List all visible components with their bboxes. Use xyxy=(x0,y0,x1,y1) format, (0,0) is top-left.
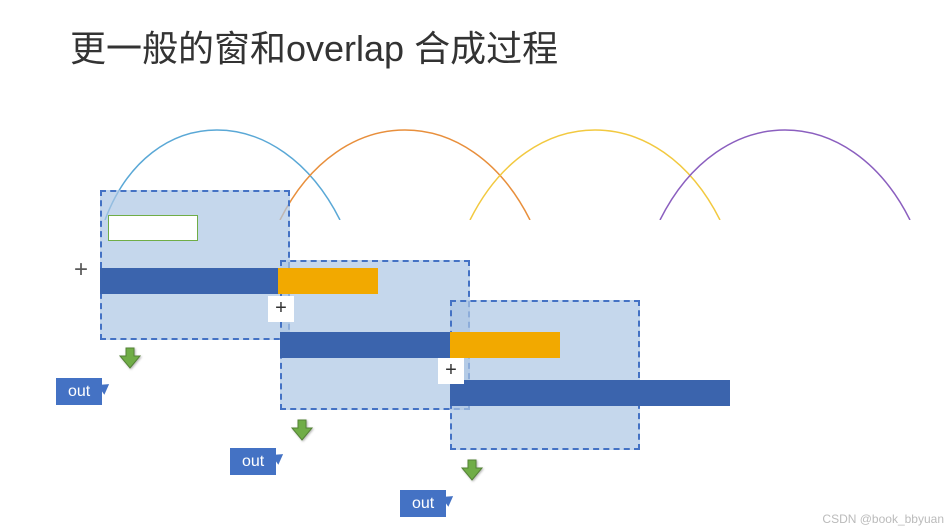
frame-box xyxy=(450,300,640,450)
down-arrow-icon xyxy=(460,458,484,482)
out-callout: out xyxy=(400,490,446,517)
segment-bar xyxy=(450,380,730,406)
plus-box: + xyxy=(268,296,294,322)
plus-box: + xyxy=(438,358,464,384)
window-curves xyxy=(0,0,950,220)
segment-bar xyxy=(278,268,378,294)
window-curve xyxy=(660,130,910,220)
plus-symbol: + xyxy=(74,256,88,284)
out-callout: out xyxy=(230,448,276,475)
window-curve xyxy=(470,130,720,220)
frame-box xyxy=(100,190,290,340)
small-output-rect xyxy=(108,215,198,241)
out-callout: out xyxy=(56,378,102,405)
window-curve xyxy=(280,130,530,220)
down-arrow-icon xyxy=(118,346,142,370)
down-arrow-icon xyxy=(290,418,314,442)
watermark: CSDN @book_bbyuan xyxy=(822,512,944,526)
segment-bar xyxy=(450,332,560,358)
